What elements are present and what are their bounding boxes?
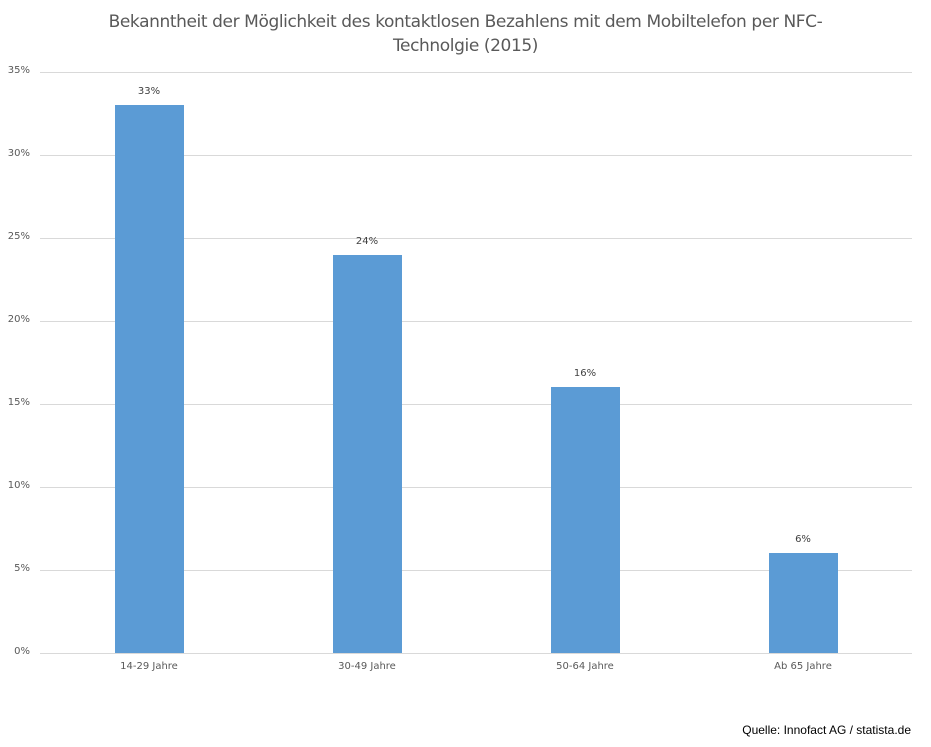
y-tick-label: 30%: [7, 148, 30, 159]
chart-title-line-2: Technolgie (2015): [392, 36, 539, 56]
x-category-label: 30-49 Jahre: [338, 661, 396, 672]
gridline: [40, 321, 912, 322]
bar: [550, 387, 620, 653]
gridline: [40, 653, 912, 654]
gridline: [40, 487, 912, 488]
chart-title-line-1: Bekanntheit der Möglichkeit des kontaktl…: [108, 12, 823, 32]
x-category-label: 50-64 Jahre: [556, 661, 614, 672]
x-category-label: 14-29 Jahre: [120, 661, 178, 672]
gridline: [40, 238, 912, 239]
x-category-label: Ab 65 Jahre: [774, 661, 832, 672]
gridline: [40, 570, 912, 571]
y-tick-label: 10%: [7, 480, 30, 491]
gridline: [40, 72, 912, 73]
data-label: 6%: [795, 534, 811, 546]
y-tick-label: 25%: [7, 231, 30, 242]
y-tick-label: 35%: [7, 65, 30, 76]
y-tick-label: 20%: [7, 314, 30, 325]
chart-title: Bekanntheit der Möglichkeit des kontaktl…: [0, 10, 931, 58]
y-tick-label: 5%: [14, 563, 30, 574]
gridline: [40, 155, 912, 156]
data-label: 16%: [573, 368, 597, 380]
bar: [768, 553, 838, 653]
bar: [114, 105, 184, 653]
y-tick-label: 15%: [7, 397, 30, 408]
data-label: 24%: [355, 235, 379, 247]
bar: [332, 254, 402, 653]
data-label: 33%: [137, 86, 161, 98]
plot-area: 0% 5% 10% 15% 20% 25% 30% 35% 33% 14-29 Jahre 24% 3…: [8, 65, 912, 672]
gridline: [40, 404, 912, 405]
y-tick-label: 0%: [14, 646, 30, 657]
source-note: Quelle: Innofact AG / statista.de: [742, 723, 911, 737]
